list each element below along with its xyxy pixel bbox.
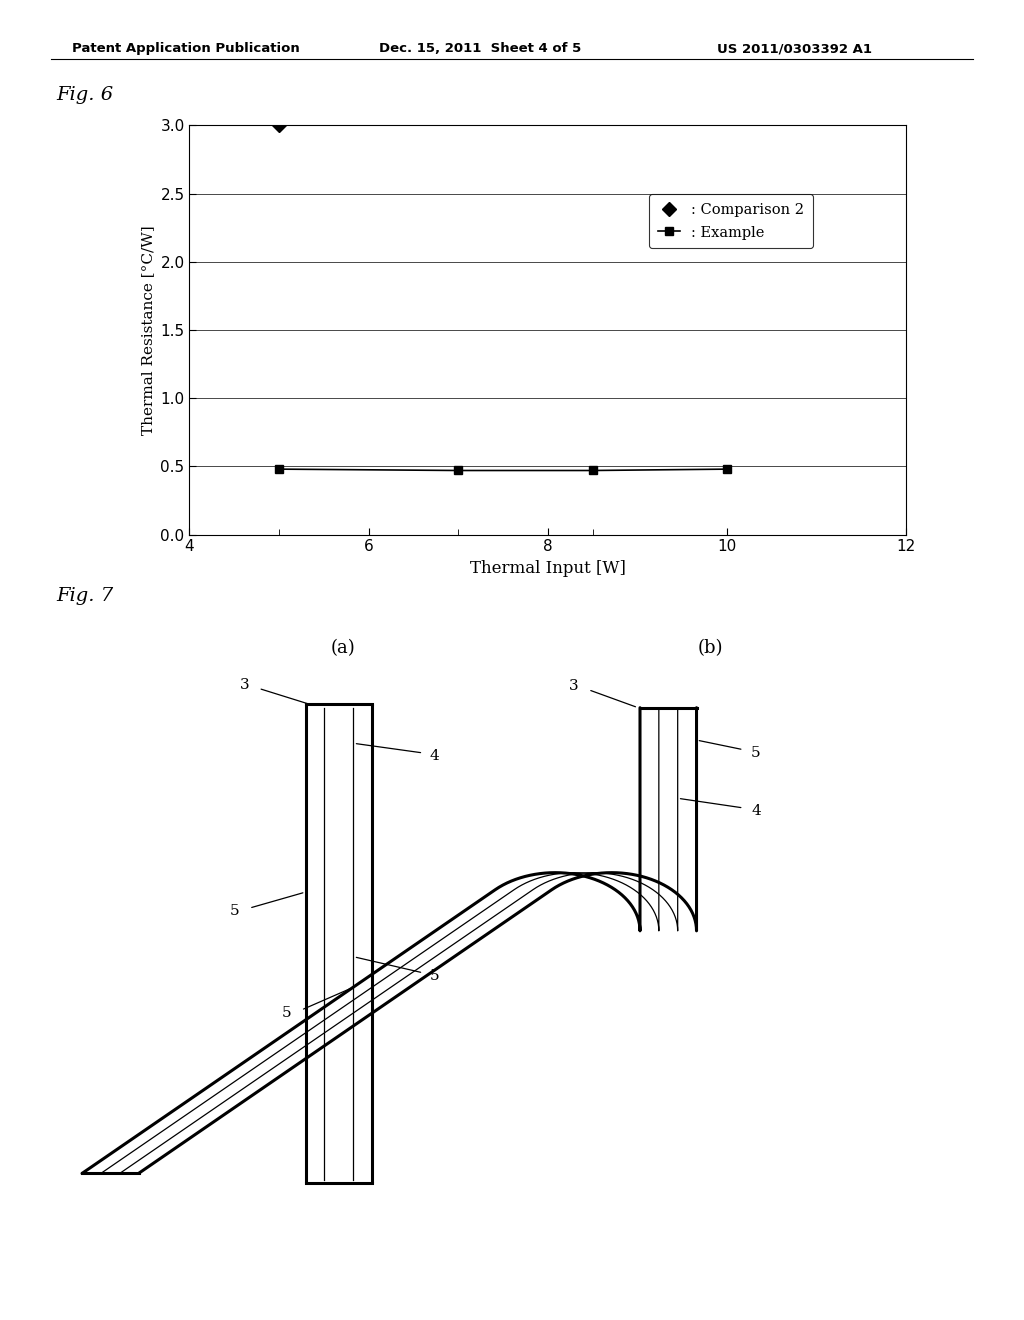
Text: US 2011/0303392 A1: US 2011/0303392 A1	[717, 42, 871, 55]
Legend: : Comparison 2, : Example: : Comparison 2, : Example	[649, 194, 813, 248]
Y-axis label: Thermal Resistance [°C/W]: Thermal Resistance [°C/W]	[140, 226, 155, 434]
Text: (a): (a)	[331, 639, 355, 657]
X-axis label: Thermal Input [W]: Thermal Input [W]	[470, 560, 626, 577]
Text: Fig. 6: Fig. 6	[56, 86, 114, 104]
Text: 4: 4	[752, 804, 761, 818]
Text: 5: 5	[230, 904, 240, 919]
Text: 5: 5	[752, 746, 761, 760]
Text: Patent Application Publication: Patent Application Publication	[72, 42, 299, 55]
Text: 5: 5	[430, 969, 439, 983]
Text: 3: 3	[569, 680, 579, 693]
Text: (b): (b)	[698, 639, 723, 657]
Text: Fig. 7: Fig. 7	[56, 587, 114, 606]
Text: 3: 3	[240, 678, 249, 692]
Text: 4: 4	[430, 750, 439, 763]
Text: Dec. 15, 2011  Sheet 4 of 5: Dec. 15, 2011 Sheet 4 of 5	[379, 42, 582, 55]
Text: 5: 5	[282, 1006, 292, 1020]
